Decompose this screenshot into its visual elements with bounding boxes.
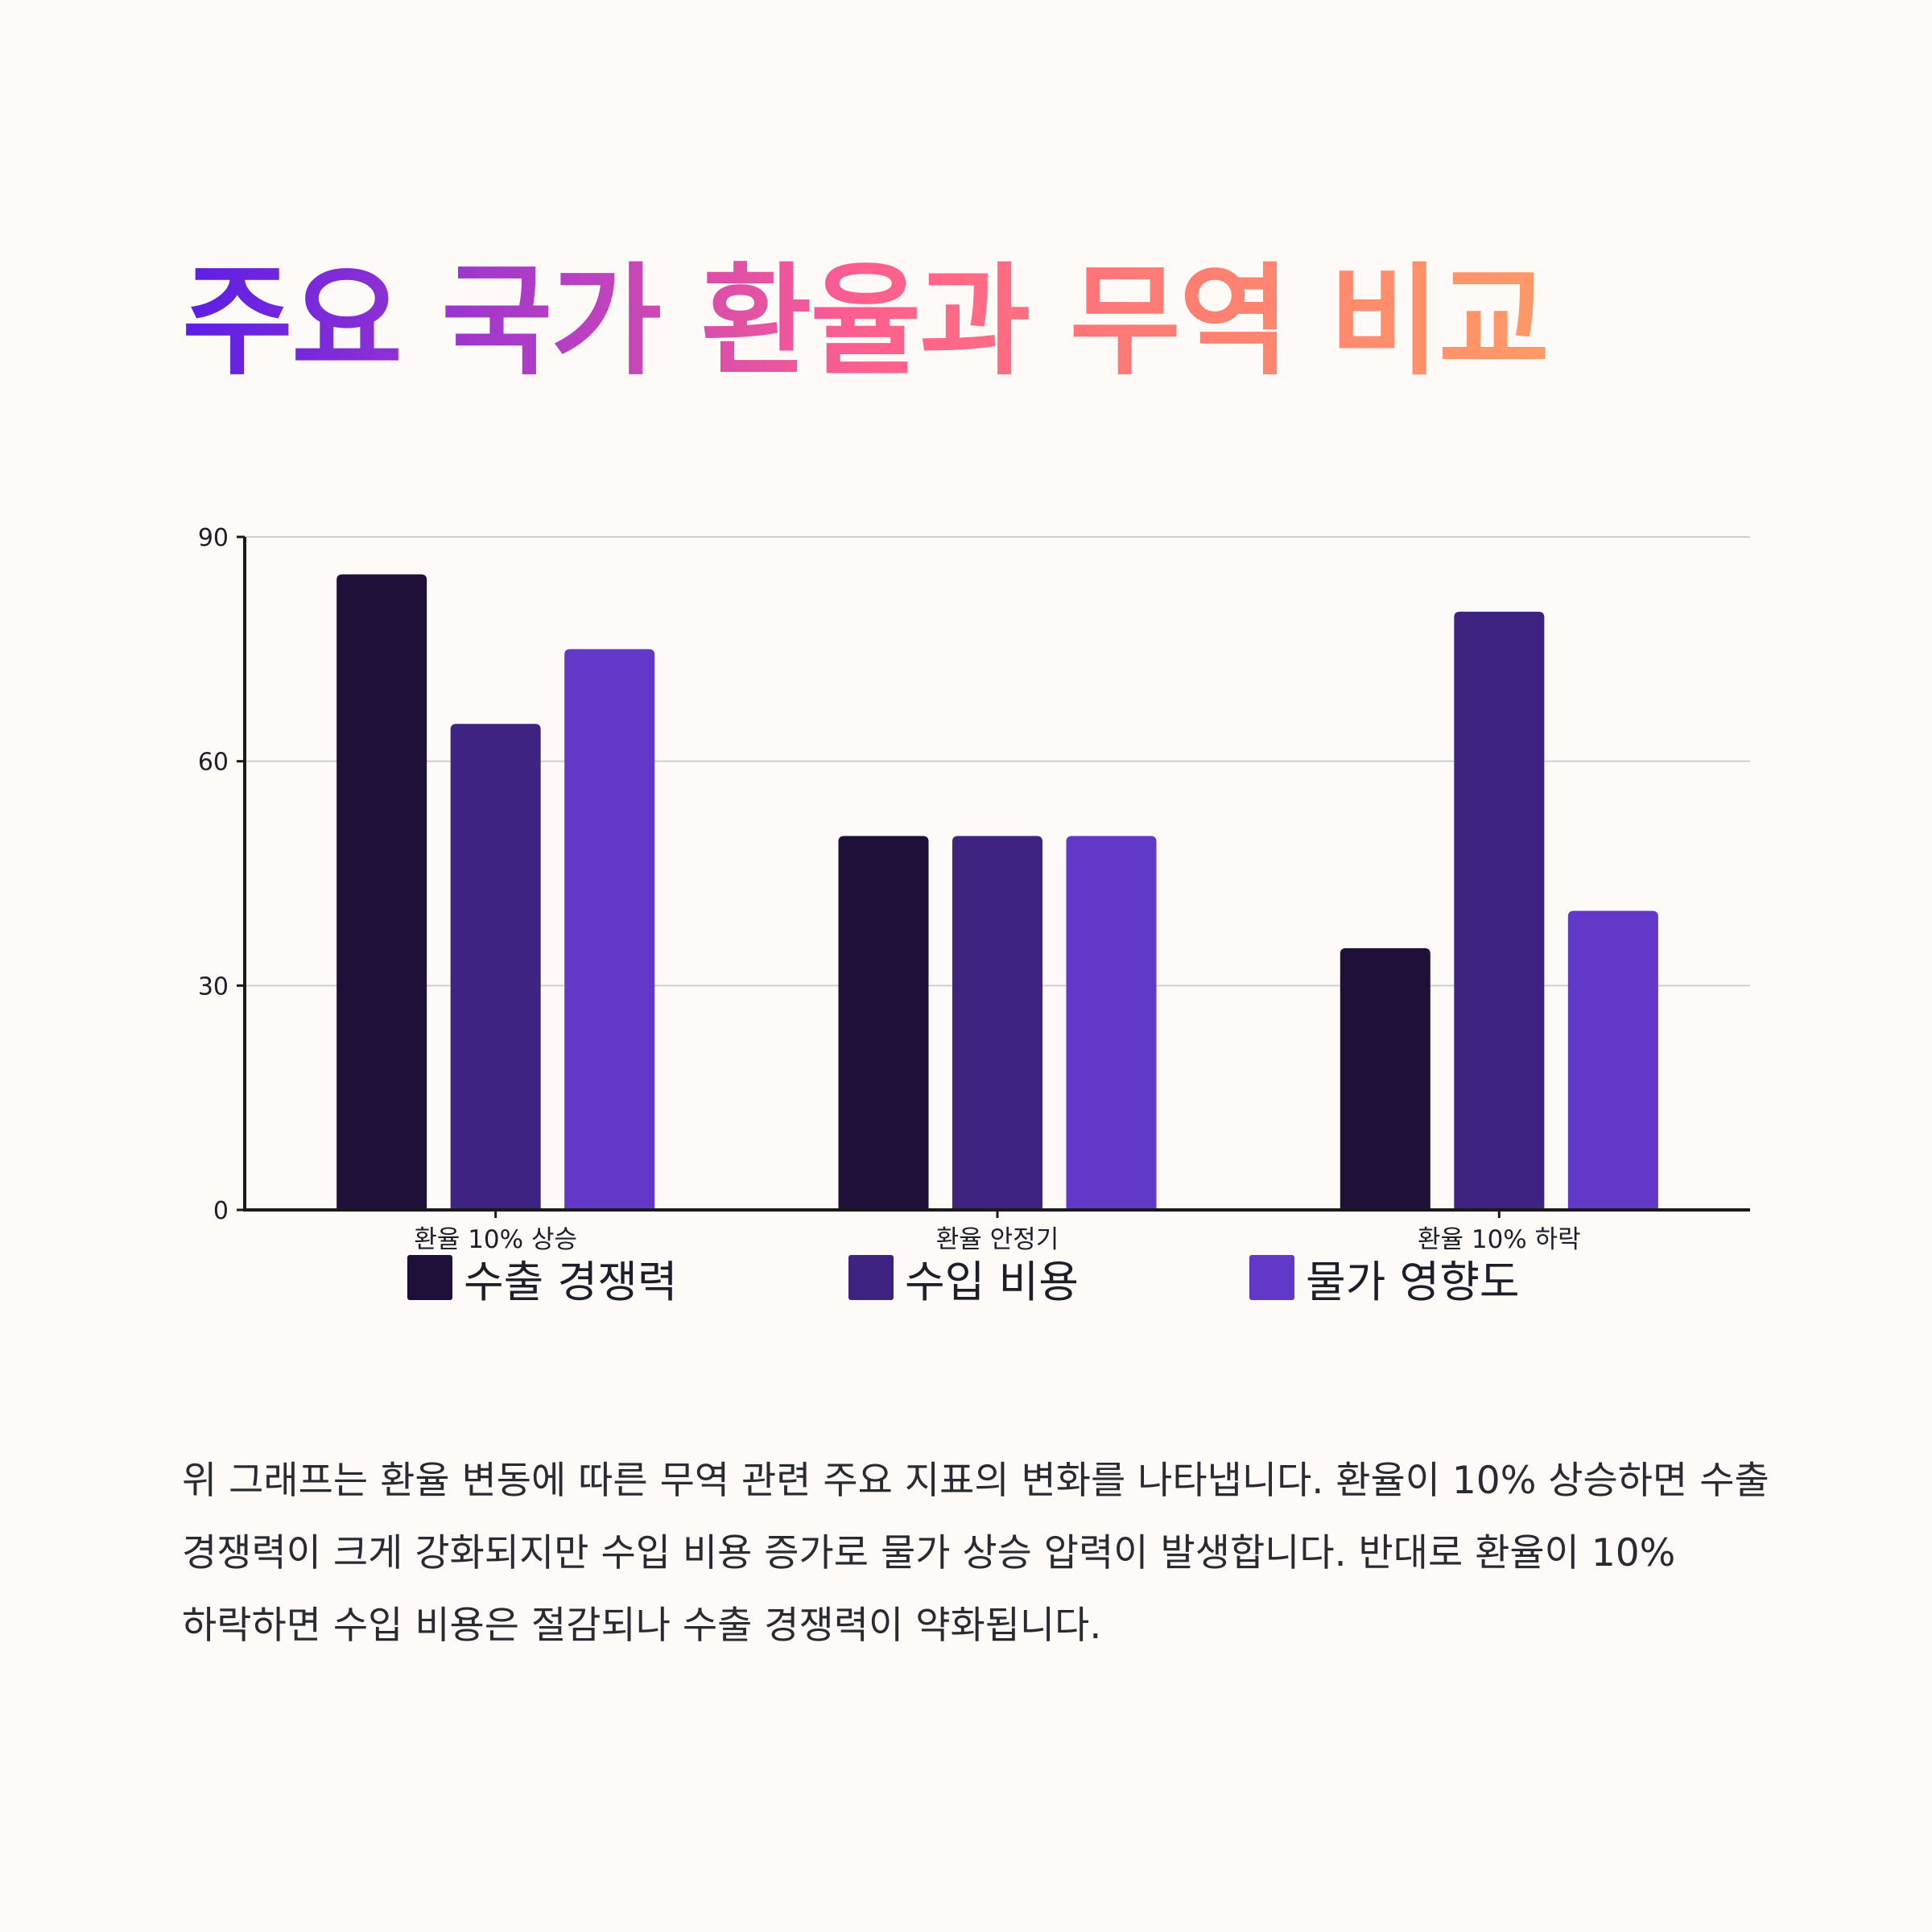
legend-swatch-export: [407, 1255, 452, 1300]
bar-1-2: [838, 836, 929, 1210]
legend-label-import: 수입 비용: [905, 1256, 1079, 1307]
legend-label-price: 물가 영향도: [1306, 1256, 1520, 1307]
x-tick-label: 환율 10% 상승: [414, 1225, 577, 1254]
x-tick-label: 환율 안정기: [936, 1225, 1059, 1254]
x-tick-labels: 환율 10% 상승 환율 안정기 환율 10% 하락: [414, 1225, 1580, 1254]
bar-2-3: [1454, 611, 1545, 1210]
y-tick-label: 30: [198, 972, 229, 1001]
legend-label-export: 수출 경쟁력: [464, 1256, 678, 1307]
y-tick-labels: 0 30 60 90: [198, 524, 229, 1225]
x-tick-label: 환율 10% 하락: [1418, 1225, 1581, 1254]
bars: [336, 574, 1658, 1210]
bar-3-3: [1567, 910, 1658, 1210]
y-tick-label: 90: [198, 524, 229, 552]
bar-chart: 0 30 60 90 환율 10% 상승 환율 안정기 환율 10% 하락: [198, 524, 1750, 1254]
axes: [237, 535, 1750, 1218]
bar-2-1: [450, 724, 541, 1210]
legend-swatch-price: [1249, 1255, 1294, 1300]
legend-item-price: 물가 영향도: [1249, 1253, 1520, 1307]
legend-item-import: 수입 비용: [848, 1253, 1079, 1307]
bar-1-1: [336, 574, 427, 1210]
bar-2-2: [952, 836, 1042, 1210]
page-title: 주요 국가 환율과 무역 비교: [182, 252, 1550, 392]
y-tick-label: 60: [198, 749, 229, 777]
bar-1-3: [1340, 947, 1430, 1210]
description-text: 위 그래프는 환율 변동에 따른 무역 관련 주요 지표의 변화를 나타냅니다.…: [182, 1459, 1769, 1648]
legend-swatch-import: [848, 1255, 894, 1300]
legend-item-export: 수출 경쟁력: [407, 1253, 678, 1307]
y-tick-label: 0: [213, 1197, 229, 1225]
bar-3-1: [564, 649, 655, 1210]
bar-3-2: [1066, 836, 1157, 1210]
